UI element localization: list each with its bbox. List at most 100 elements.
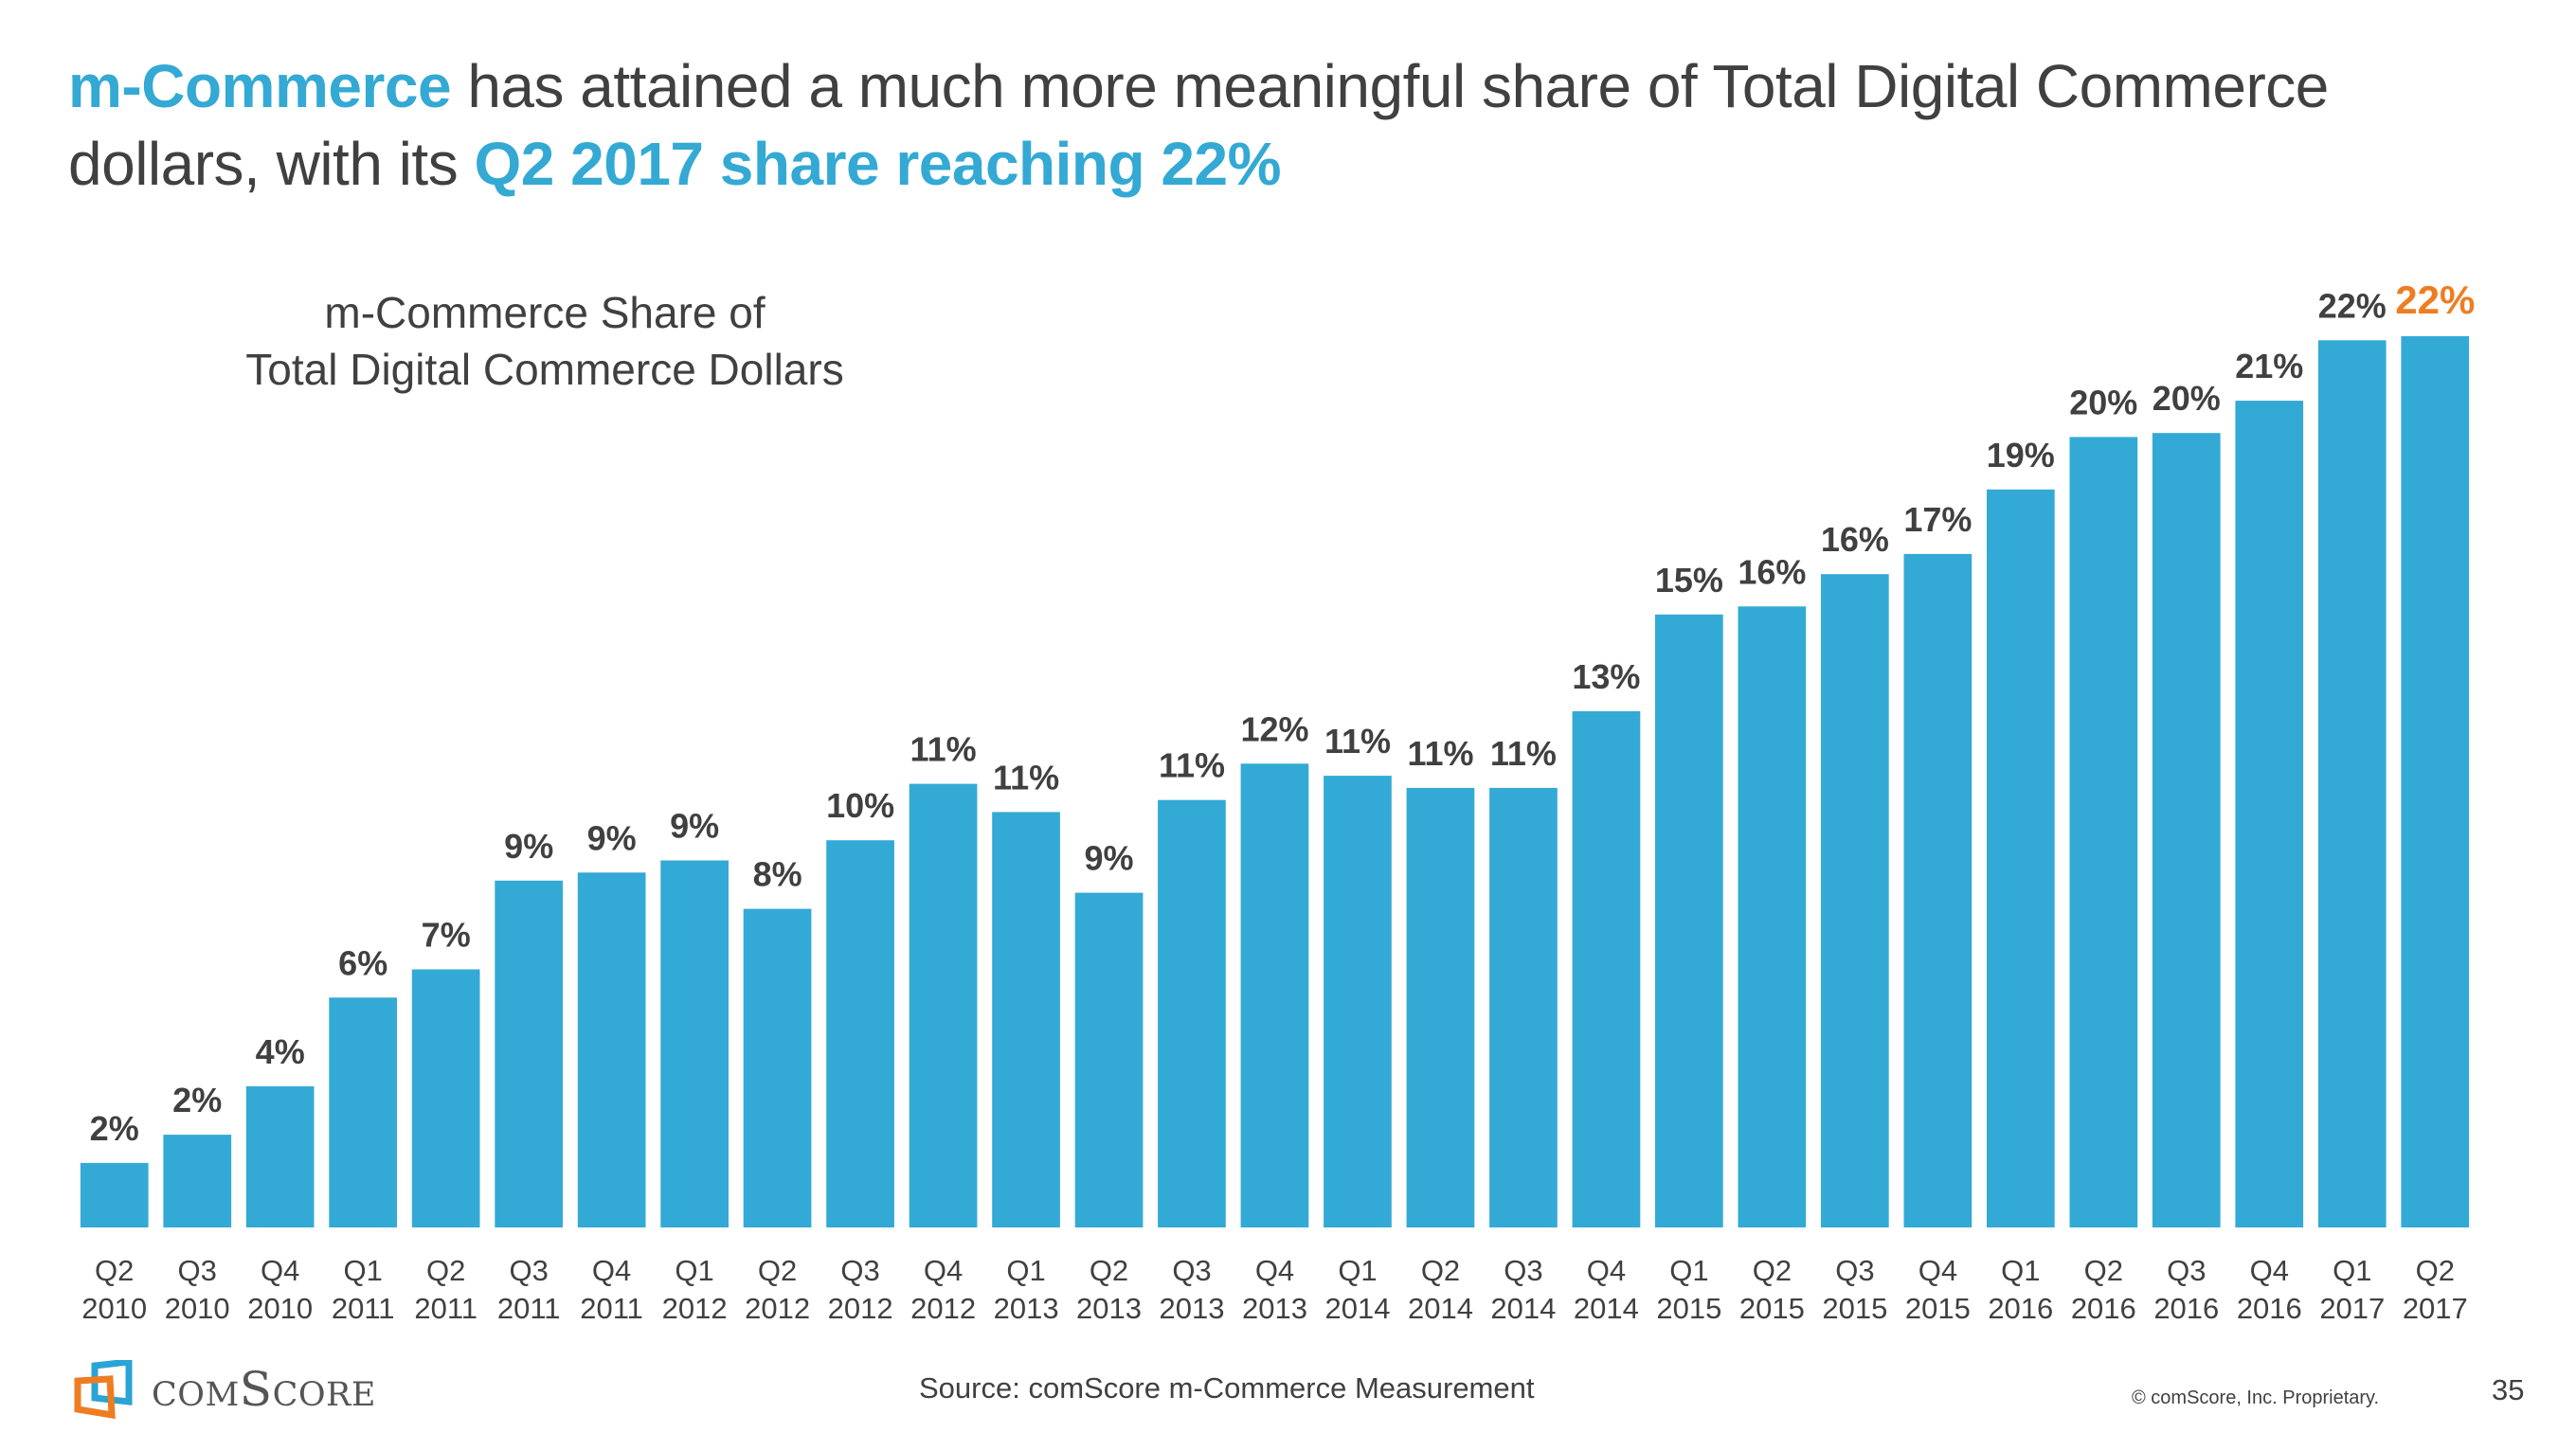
x-tick-quarter: Q2 [2084, 1254, 2123, 1287]
bar-q2-2012 [743, 908, 812, 1227]
x-tick-quarter: Q2 [426, 1254, 465, 1287]
bar-q1-2017 [2317, 340, 2387, 1227]
data-label: 22% [2395, 277, 2475, 322]
data-label: 8% [753, 855, 802, 894]
bar-q1-2011 [329, 997, 397, 1227]
x-tick-year: 2011 [580, 1292, 643, 1325]
x-tick-quarter: Q1 [675, 1254, 713, 1287]
source-note: Source: comScore m-Commerce Measurement [919, 1371, 1535, 1405]
bar-q4-2012 [909, 783, 978, 1227]
bar-q1-2013 [992, 812, 1060, 1227]
x-tick-year: 2014 [1574, 1292, 1639, 1325]
bar-q2-2013 [1074, 892, 1144, 1227]
bar-q3-2013 [1158, 799, 1226, 1227]
data-label: 11% [993, 758, 1059, 797]
x-tick-quarter: Q1 [1338, 1254, 1377, 1287]
bar-q2-2017 [2401, 336, 2470, 1227]
x-tick-year: 2014 [1325, 1292, 1391, 1325]
x-tick-quarter: Q3 [1172, 1254, 1211, 1287]
x-tick-year: 2017 [2403, 1292, 2468, 1325]
data-label: 17% [1903, 500, 1972, 539]
data-label: 12% [1240, 709, 1308, 748]
bar-q4-2010 [245, 1086, 315, 1227]
bar-q1-2014 [1324, 776, 1392, 1227]
x-tick-year: 2012 [745, 1292, 810, 1325]
x-tick-year: 2010 [165, 1292, 230, 1325]
x-tick-year: 2013 [994, 1292, 1059, 1325]
comscore-logo: comScore [74, 1356, 376, 1423]
data-label: 11% [910, 730, 977, 769]
data-label: 9% [1084, 839, 1133, 878]
chart-title-line-1: m-Commerce Share of [324, 288, 766, 337]
x-tick-year: 2012 [910, 1292, 976, 1325]
bar-q1-2012 [660, 860, 729, 1227]
x-tick-quarter: Q2 [1421, 1254, 1460, 1287]
bar-q3-2014 [1489, 787, 1558, 1227]
data-label: 6% [338, 943, 387, 982]
data-label: 22% [2318, 286, 2387, 325]
data-label: 21% [2235, 347, 2303, 385]
bar-q3-2010 [163, 1135, 232, 1227]
bar-q3-2011 [495, 880, 563, 1227]
data-label: 2% [172, 1081, 222, 1119]
bar-q2-2015 [1738, 606, 1807, 1227]
data-label: 11% [1490, 734, 1557, 773]
x-tick-year: 2014 [1490, 1292, 1556, 1325]
x-tick-year: 2012 [828, 1292, 893, 1325]
headline-accent-mcommerce: m-Commerce [68, 52, 452, 120]
x-tick-quarter: Q3 [178, 1254, 217, 1287]
x-tick-quarter: Q4 [924, 1254, 963, 1287]
x-tick-quarter: Q1 [1006, 1254, 1045, 1287]
x-tick-year: 2016 [2237, 1292, 2302, 1325]
x-tick-year: 2011 [414, 1292, 477, 1325]
x-tick-year: 2010 [247, 1292, 313, 1325]
data-label: 11% [1324, 722, 1391, 761]
x-tick-quarter: Q4 [1255, 1254, 1294, 1287]
headline-accent-q2-2017: Q2 2017 share reaching 22% [474, 130, 1281, 198]
x-tick-year: 2012 [662, 1292, 728, 1325]
data-label: 20% [2153, 379, 2221, 418]
x-tick-quarter: Q1 [2333, 1254, 2371, 1287]
x-tick-year: 2011 [497, 1292, 561, 1325]
x-tick-quarter: Q2 [2416, 1254, 2455, 1287]
data-label: 20% [2069, 383, 2137, 421]
copyright-note: © comScore, Inc. Proprietary. [2132, 1387, 2380, 1408]
chart-title-line-2: Total Digital Commerce Dollars [245, 345, 844, 394]
comscore-logo-icon [74, 1360, 133, 1419]
x-tick-quarter: Q2 [1753, 1254, 1792, 1287]
x-tick-year: 2017 [2319, 1292, 2385, 1325]
data-label: 9% [587, 818, 637, 857]
data-label: 15% [1655, 561, 1723, 600]
x-tick-quarter: Q3 [1835, 1254, 1874, 1287]
x-tick-quarter: Q2 [1090, 1254, 1128, 1287]
data-label: 9% [670, 807, 719, 846]
x-tick-quarter: Q1 [1669, 1254, 1708, 1287]
data-label: 11% [1159, 746, 1225, 785]
x-tick-year: 2013 [1076, 1292, 1142, 1325]
data-label: 16% [1738, 552, 1806, 591]
x-tick-year: 2016 [2071, 1292, 2136, 1325]
bar-q4-2011 [577, 872, 646, 1227]
x-tick-year: 2015 [1739, 1292, 1805, 1325]
x-tick-year: 2013 [1160, 1292, 1225, 1325]
x-tick-quarter: Q4 [1587, 1254, 1626, 1287]
data-label: 4% [256, 1032, 305, 1071]
data-label: 19% [1987, 436, 2055, 474]
x-tick-quarter: Q3 [1504, 1254, 1542, 1287]
x-tick-year: 2016 [2153, 1292, 2219, 1325]
bar-q1-2015 [1655, 614, 1723, 1227]
slide-headline: m-Commerce has attained a much more mean… [68, 47, 2531, 203]
x-tick-quarter: Q1 [344, 1254, 383, 1287]
chart-title: m-Commerce Share of Total Digital Commer… [189, 284, 900, 398]
bar-q3-2012 [826, 840, 894, 1227]
x-tick-year: 2010 [81, 1292, 147, 1325]
bar-q2-2010 [80, 1162, 149, 1227]
data-label: 11% [1407, 734, 1473, 773]
x-tick-quarter: Q4 [592, 1254, 631, 1287]
data-label: 9% [504, 827, 553, 866]
x-tick-year: 2014 [1408, 1292, 1473, 1325]
data-label: 13% [1572, 657, 1640, 696]
bar-q3-2016 [2152, 433, 2221, 1227]
page-number: 35 [2492, 1373, 2525, 1406]
